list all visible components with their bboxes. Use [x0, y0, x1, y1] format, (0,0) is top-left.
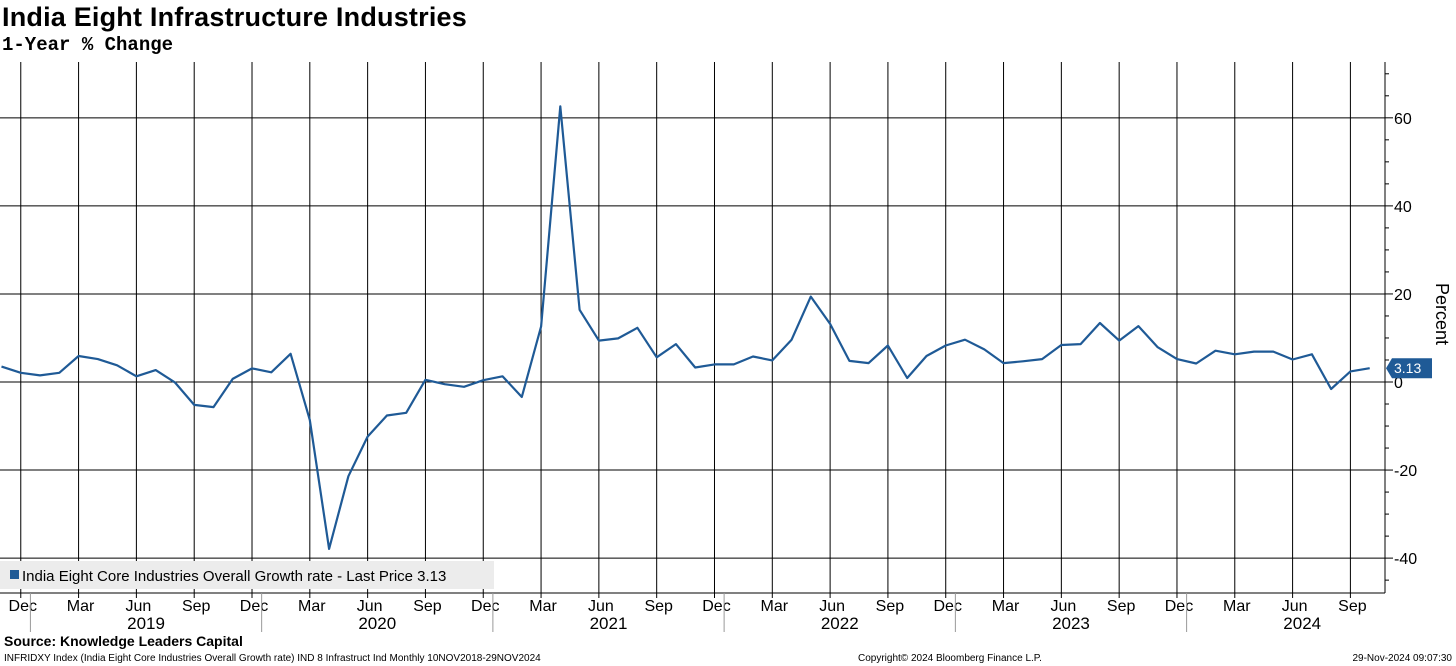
y-tick-label: -40	[1394, 551, 1417, 568]
last-value-marker	[1386, 358, 1432, 379]
chart-title: India Eight Infrastructure Industries	[2, 2, 467, 32]
y-tick-label: 40	[1394, 199, 1412, 216]
x-tick-label: Sep	[876, 598, 905, 615]
x-tick-label: Dec	[240, 598, 268, 615]
y-axis: 60 40 20 0 -20 -40	[1384, 62, 1417, 593]
y-tick-label: -20	[1394, 463, 1417, 480]
x-tick-label: Sep	[182, 598, 211, 615]
x-year-label: 2023	[1052, 614, 1090, 632]
footer-index-description: INFRIDXY Index (India Eight Core Industr…	[4, 653, 541, 664]
chart-subtitle: 1-Year % Change	[2, 34, 174, 56]
last-value-tag: 3.13	[1386, 358, 1432, 379]
x-year-label: 2019	[127, 614, 165, 632]
x-tick-label: Dec	[934, 598, 962, 615]
last-value-label: 3.13	[1394, 360, 1421, 376]
x-tick-label: Sep	[1107, 598, 1136, 615]
x-axis: Dec Mar Jun Sep Dec Mar Jun Sep Dec Mar Jun Sep Dec M…	[0, 592, 1385, 632]
legend-swatch	[10, 570, 19, 579]
horizontal-gridlines	[0, 117, 1385, 559]
y-axis-label: Percent	[1432, 283, 1452, 345]
legend-series-label: India Eight Core Industries Overall Grow…	[22, 568, 446, 585]
x-tick-label: Mar	[298, 598, 326, 615]
y-tick-label: 20	[1394, 287, 1412, 304]
series-group	[1, 105, 1370, 551]
x-tick-label: Jun	[357, 598, 383, 615]
x-tick-label: Jun	[588, 598, 614, 615]
x-tick-label: Sep	[644, 598, 673, 615]
x-tick-label: Dec	[9, 598, 37, 615]
source-note: Source: Knowledge Leaders Capital	[4, 633, 243, 649]
x-tick-label: Jun	[1282, 598, 1308, 615]
x-tick-label: Mar	[992, 598, 1020, 615]
x-tick-label: Sep	[413, 598, 442, 615]
x-tick-label: Sep	[1338, 598, 1367, 615]
y-tick-label: 60	[1394, 111, 1412, 128]
x-tick-label: Jun	[125, 598, 151, 615]
x-year-label: 2024	[1283, 614, 1321, 632]
x-tick-label: Jun	[1050, 598, 1076, 615]
x-tick-label: Jun	[819, 598, 845, 615]
footer-copyright: Copyright© 2024 Bloomberg Finance L.P.	[858, 653, 1042, 664]
x-tick-label: Mar	[529, 598, 557, 615]
x-year-label: 2022	[821, 614, 859, 632]
x-tick-label: Mar	[1223, 598, 1251, 615]
x-tick-label: Dec	[471, 598, 499, 615]
x-year-label: 2021	[590, 614, 628, 632]
x-tick-label: Dec	[1165, 598, 1193, 615]
footer-timestamp: 29-Nov-2024 09:07:30	[1352, 653, 1452, 664]
legend: India Eight Core Industries Overall Grow…	[0, 561, 494, 589]
x-tick-label: Mar	[67, 598, 95, 615]
x-year-label: 2020	[358, 614, 396, 632]
vertical-gridlines	[20, 62, 1351, 593]
y-tick-label: 0	[1394, 375, 1403, 392]
legend-background	[0, 561, 494, 589]
x-tick-label: Mar	[761, 598, 789, 615]
x-tick-label: Dec	[702, 598, 730, 615]
series-line	[1, 105, 1370, 551]
